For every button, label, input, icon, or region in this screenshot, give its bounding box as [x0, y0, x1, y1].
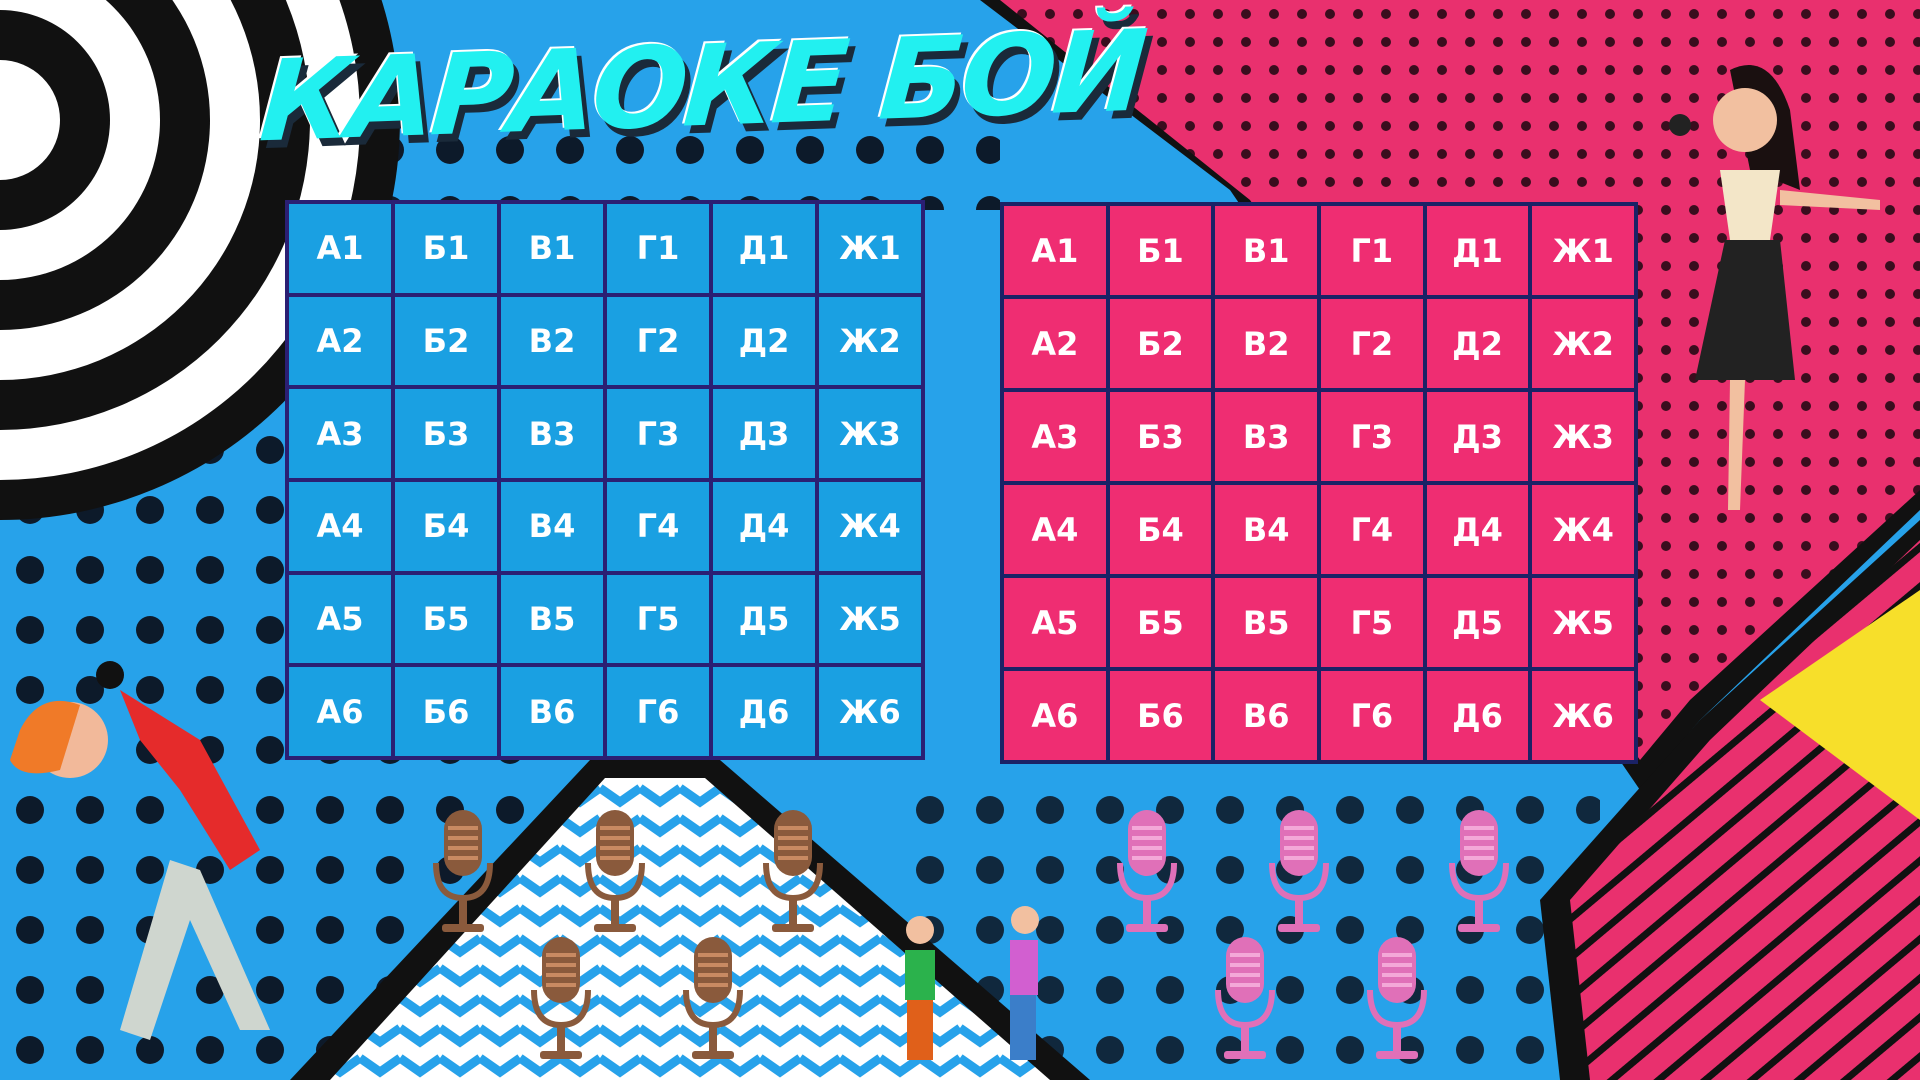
- pink-cell-Б3[interactable]: Б3: [1109, 392, 1212, 481]
- blue-cell-А5[interactable]: А5: [289, 574, 391, 664]
- pink-cell-Ж5[interactable]: Ж5: [1532, 578, 1634, 667]
- blue-cell-Б2[interactable]: Б2: [395, 296, 497, 386]
- pink-cell-В1[interactable]: В1: [1215, 206, 1317, 295]
- pink-cell-Д5[interactable]: Д5: [1426, 578, 1529, 667]
- pink-cell-В3[interactable]: В3: [1215, 392, 1317, 481]
- pink-cell-Д2[interactable]: Д2: [1426, 299, 1529, 388]
- pink-cell-Б5[interactable]: Б5: [1109, 578, 1212, 667]
- pink-cell-В4[interactable]: В4: [1215, 485, 1317, 574]
- blue-cell-В2[interactable]: В2: [501, 296, 603, 386]
- microphone-brown-icon: [531, 937, 591, 1059]
- blue-cell-Г2[interactable]: Г2: [607, 296, 709, 386]
- blue-cell-Ж2[interactable]: Ж2: [819, 296, 921, 386]
- pink-cell-В5[interactable]: В5: [1215, 578, 1317, 667]
- blue-cell-Б4[interactable]: Б4: [395, 481, 497, 571]
- blue-cell-Г4[interactable]: Г4: [607, 481, 709, 571]
- blue-cell-Д5[interactable]: Д5: [713, 574, 815, 664]
- pink-cell-Д3[interactable]: Д3: [1426, 392, 1529, 481]
- blue-team-board: А1 Б1 В1 Г1 Д1 Ж1 А2 Б2 В2 Г2 Д2 Ж2 А3 Б3 В3 Г3 Д3 Ж3 А4 Б4…: [285, 200, 925, 760]
- female-singer-illustration: [1669, 65, 1880, 510]
- pink-cell-Б2[interactable]: Б2: [1109, 299, 1212, 388]
- blue-cell-А4[interactable]: А4: [289, 481, 391, 571]
- blue-cell-Ж5[interactable]: Ж5: [819, 574, 921, 664]
- blue-cell-В5[interactable]: В5: [501, 574, 603, 664]
- microphone-pink-icon: [1367, 937, 1427, 1059]
- blue-cell-В6[interactable]: В6: [501, 667, 603, 756]
- pink-cell-Ж6[interactable]: Ж6: [1532, 671, 1634, 760]
- blue-cell-Д6[interactable]: Д6: [713, 667, 815, 756]
- microphone-brown-icon: [683, 937, 743, 1059]
- blue-cell-Б3[interactable]: Б3: [395, 389, 497, 478]
- pink-cell-Д4[interactable]: Д4: [1426, 485, 1529, 574]
- microphone-pink-icon: [1269, 810, 1329, 932]
- blue-cell-В1[interactable]: В1: [501, 204, 603, 293]
- pink-cell-А2[interactable]: А2: [1004, 299, 1106, 388]
- blue-cell-Д3[interactable]: Д3: [713, 389, 815, 478]
- pink-cell-Ж3[interactable]: Ж3: [1532, 392, 1634, 481]
- blue-cell-Г6[interactable]: Г6: [607, 667, 709, 756]
- pink-cell-Г3[interactable]: Г3: [1320, 392, 1423, 481]
- blue-cell-Г1[interactable]: Г1: [607, 204, 709, 293]
- pink-cell-Г2[interactable]: Г2: [1320, 299, 1423, 388]
- pink-cell-Г5[interactable]: Г5: [1320, 578, 1423, 667]
- microphone-brown-icon: [763, 810, 823, 932]
- blue-cell-Б1[interactable]: Б1: [395, 204, 497, 293]
- pink-cell-Б4[interactable]: Б4: [1109, 485, 1212, 574]
- blue-cell-Ж4[interactable]: Ж4: [819, 481, 921, 571]
- blue-cell-А1[interactable]: А1: [289, 204, 391, 293]
- pink-cell-А3[interactable]: А3: [1004, 392, 1106, 481]
- blue-cell-Д4[interactable]: Д4: [713, 481, 815, 571]
- blue-cell-Д2[interactable]: Д2: [713, 296, 815, 386]
- pink-cell-В2[interactable]: В2: [1215, 299, 1317, 388]
- microphone-pink-icon: [1449, 810, 1509, 932]
- pink-cell-Ж4[interactable]: Ж4: [1532, 485, 1634, 574]
- blue-cell-Б5[interactable]: Б5: [395, 574, 497, 664]
- pink-cell-Ж2[interactable]: Ж2: [1532, 299, 1634, 388]
- blue-cell-Г5[interactable]: Г5: [607, 574, 709, 664]
- pink-cell-А6[interactable]: А6: [1004, 671, 1106, 760]
- pink-cell-Б6[interactable]: Б6: [1109, 671, 1212, 760]
- microphone-pink-icon: [1215, 937, 1275, 1059]
- blue-cell-В4[interactable]: В4: [501, 481, 603, 571]
- duet-singers-illustration: [905, 906, 1039, 1060]
- pink-cell-А4[interactable]: А4: [1004, 485, 1106, 574]
- blue-cell-Г3[interactable]: Г3: [607, 389, 709, 478]
- blue-cell-Ж1[interactable]: Ж1: [819, 204, 921, 293]
- pink-cell-Г4[interactable]: Г4: [1320, 485, 1423, 574]
- pink-cell-Ж1[interactable]: Ж1: [1532, 206, 1634, 295]
- microphone-brown-icon: [433, 810, 493, 932]
- microphone-pink-icon: [1117, 810, 1177, 932]
- blue-cell-А2[interactable]: А2: [289, 296, 391, 386]
- pink-cell-Г6[interactable]: Г6: [1320, 671, 1423, 760]
- pink-cell-Б1[interactable]: Б1: [1109, 206, 1212, 295]
- pink-cell-Д1[interactable]: Д1: [1426, 206, 1529, 295]
- blue-cell-В3[interactable]: В3: [501, 389, 603, 478]
- pink-cell-Д6[interactable]: Д6: [1426, 671, 1529, 760]
- pink-cell-В6[interactable]: В6: [1215, 671, 1317, 760]
- male-singer-illustration: [10, 661, 270, 1040]
- pink-cell-А5[interactable]: А5: [1004, 578, 1106, 667]
- microphone-brown-icon: [585, 810, 645, 932]
- blue-cell-Д1[interactable]: Д1: [713, 204, 815, 293]
- blue-cell-А3[interactable]: А3: [289, 389, 391, 478]
- blue-cell-Ж3[interactable]: Ж3: [819, 389, 921, 478]
- blue-cell-Ж6[interactable]: Ж6: [819, 667, 921, 756]
- pink-team-board: А1 Б1 В1 Г1 Д1 Ж1 А2 Б2 В2 Г2 Д2 Ж2 А3 Б3 В3 Г3 Д3 Ж3 А4 Б4…: [1000, 202, 1638, 764]
- pink-cell-А1[interactable]: А1: [1004, 206, 1106, 295]
- pink-cell-Г1[interactable]: Г1: [1320, 206, 1423, 295]
- blue-cell-А6[interactable]: А6: [289, 667, 391, 756]
- blue-cell-Б6[interactable]: Б6: [395, 667, 497, 756]
